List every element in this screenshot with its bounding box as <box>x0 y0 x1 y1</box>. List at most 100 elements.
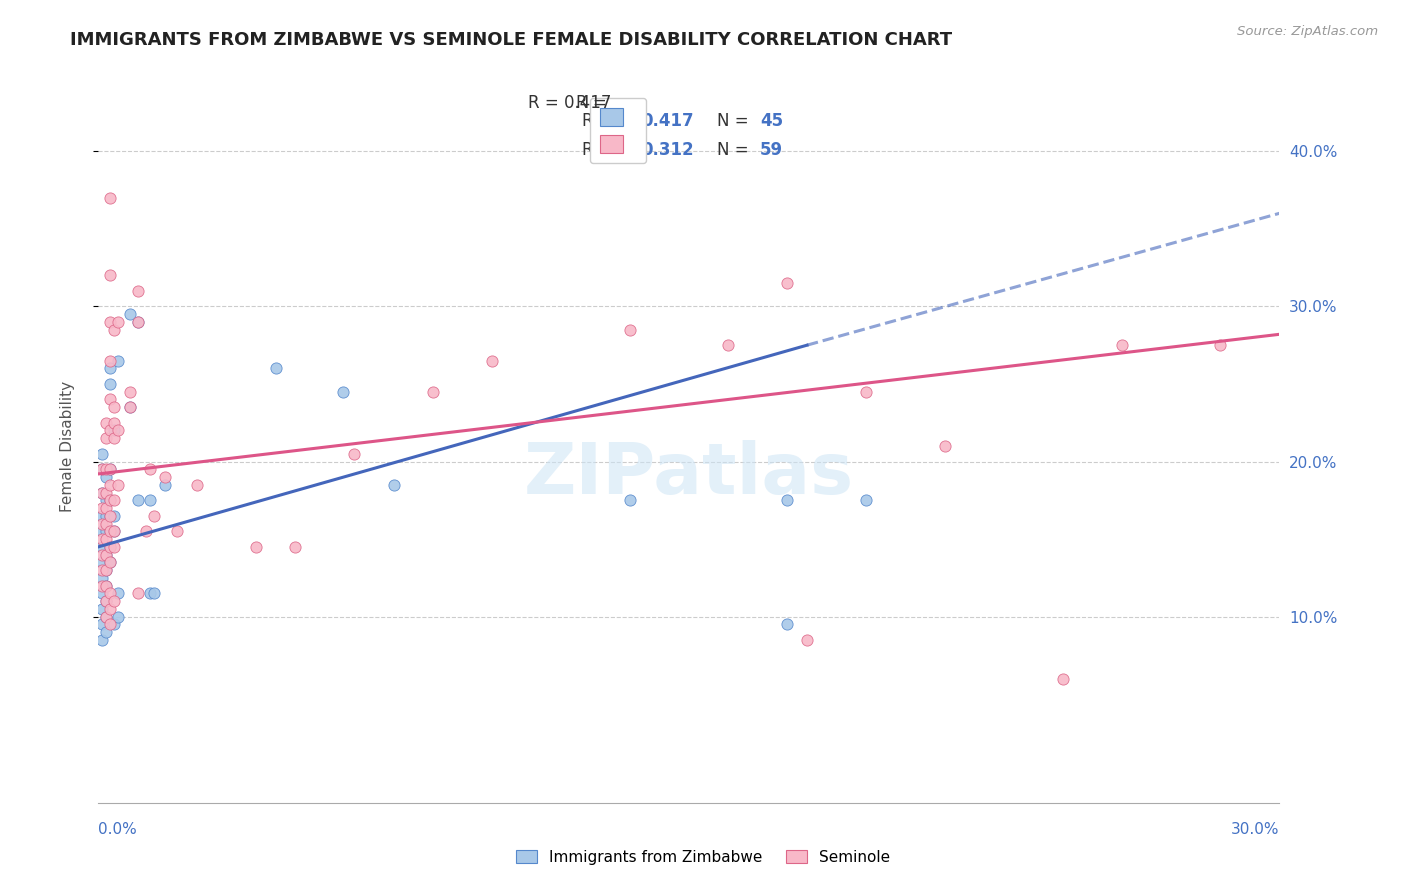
Point <box>284 540 307 554</box>
Text: 0.0%: 0.0% <box>98 822 138 837</box>
Text: R =: R = <box>575 94 612 112</box>
Point <box>264 361 287 376</box>
Point <box>96 579 118 593</box>
Text: R =: R = <box>582 141 619 159</box>
Point <box>98 524 121 539</box>
Point <box>103 594 125 608</box>
Point <box>127 493 149 508</box>
Point <box>107 477 129 491</box>
Point <box>118 401 141 415</box>
Legend: , : , <box>589 97 647 163</box>
Point <box>98 191 121 205</box>
Point <box>98 508 121 523</box>
Point <box>96 625 118 640</box>
Point <box>91 563 114 577</box>
Text: R = 0.417: R = 0.417 <box>529 94 612 112</box>
Point <box>142 586 165 600</box>
Point <box>98 508 121 523</box>
Point <box>96 462 118 476</box>
Point <box>118 384 141 399</box>
Point <box>91 602 114 616</box>
Point <box>776 276 799 290</box>
Text: R =: R = <box>582 112 619 130</box>
Point <box>98 602 121 616</box>
Point <box>91 508 114 523</box>
Point <box>855 384 877 399</box>
Point <box>98 617 121 632</box>
Point <box>91 555 114 569</box>
Point <box>107 586 129 600</box>
Point <box>135 524 157 539</box>
Text: 0.312: 0.312 <box>641 141 695 159</box>
Point <box>98 540 121 554</box>
Point <box>166 524 188 539</box>
Point <box>96 594 118 608</box>
Point <box>619 323 641 337</box>
Point <box>245 540 267 554</box>
Point <box>98 555 121 569</box>
Point <box>103 416 125 430</box>
Text: N =: N = <box>717 141 754 159</box>
Point <box>127 586 149 600</box>
Point <box>91 462 114 476</box>
Point <box>717 338 740 352</box>
Point <box>91 617 114 632</box>
Text: IMMIGRANTS FROM ZIMBABWE VS SEMINOLE FEMALE DISABILITY CORRELATION CHART: IMMIGRANTS FROM ZIMBABWE VS SEMINOLE FEM… <box>70 31 952 49</box>
Text: 59: 59 <box>759 141 783 159</box>
Point <box>118 401 141 415</box>
Point <box>481 353 503 368</box>
Point <box>103 508 125 523</box>
Point <box>91 532 114 546</box>
Point <box>776 493 799 508</box>
Point <box>98 493 121 508</box>
Point <box>127 284 149 298</box>
Point <box>96 485 118 500</box>
Point <box>1209 338 1232 352</box>
Point <box>91 447 114 461</box>
Point <box>107 315 129 329</box>
Point <box>107 609 129 624</box>
Point <box>96 609 118 624</box>
Point <box>796 632 818 647</box>
Point <box>98 361 121 376</box>
Point <box>98 493 121 508</box>
Point <box>103 493 125 508</box>
Point <box>96 563 118 577</box>
Point <box>103 323 125 337</box>
Point <box>96 609 118 624</box>
Point <box>96 416 118 430</box>
Point <box>98 392 121 407</box>
Point <box>332 384 354 399</box>
Point <box>98 376 121 391</box>
Point <box>98 424 121 438</box>
Point <box>91 501 114 516</box>
Point <box>98 462 121 476</box>
Point <box>382 477 405 491</box>
Point <box>118 307 141 321</box>
Point <box>96 470 118 484</box>
Point <box>91 524 114 539</box>
Point <box>103 524 125 539</box>
Point <box>91 462 114 476</box>
Y-axis label: Female Disability: Female Disability <box>60 380 75 512</box>
Point <box>107 353 129 368</box>
Point <box>103 617 125 632</box>
Point <box>96 563 118 577</box>
Point <box>422 384 444 399</box>
Point <box>142 508 165 523</box>
Point <box>103 424 125 438</box>
Point <box>96 548 118 562</box>
Point <box>127 315 149 329</box>
Point <box>619 493 641 508</box>
Point <box>91 632 114 647</box>
Point <box>91 540 114 554</box>
Point <box>96 594 118 608</box>
Point <box>186 477 208 491</box>
Point <box>91 516 114 531</box>
Point <box>96 524 118 539</box>
Point <box>96 579 118 593</box>
Point <box>96 493 118 508</box>
Point <box>98 315 121 329</box>
Point <box>96 548 118 562</box>
Point <box>138 493 160 508</box>
